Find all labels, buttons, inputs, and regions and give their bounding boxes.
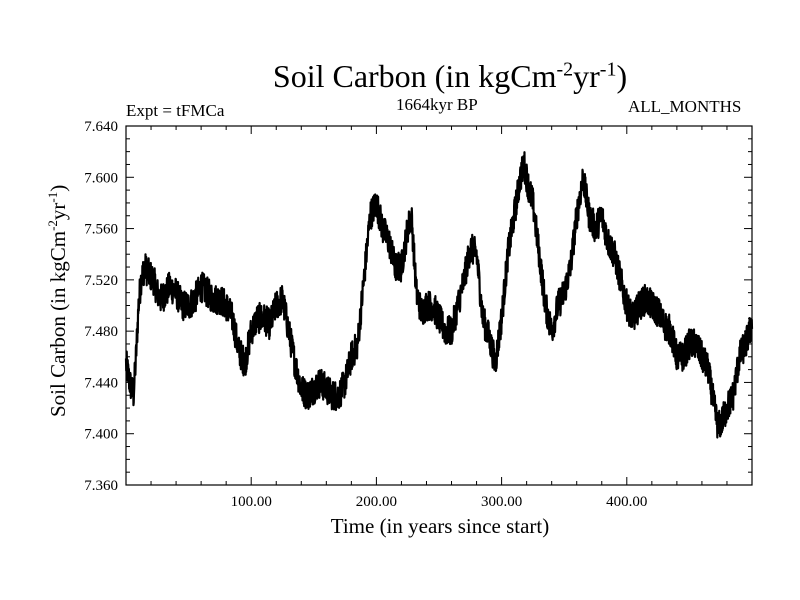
y-axis-label: Soil Carbon (in kgCm-2yr-1) <box>45 184 70 417</box>
x-tick-label: 100.00 <box>231 494 272 510</box>
series-line-soil-carbon <box>124 151 754 439</box>
y-tick-label: 7.480 <box>84 324 118 340</box>
y-tick-label: 7.440 <box>84 375 118 391</box>
y-tick-label: 7.360 <box>84 478 118 494</box>
y-tick-label: 7.640 <box>84 119 118 135</box>
x-tick-label: 300.00 <box>481 494 522 510</box>
x-tick-label: 400.00 <box>606 494 647 510</box>
months-label: ALL_MONTHS <box>628 97 742 116</box>
chart-title: Soil Carbon (in kgCm-2yr-1) <box>272 58 628 94</box>
y-tick-label: 7.400 <box>84 427 118 443</box>
period-label: 1664kyr BP <box>396 95 478 114</box>
y-tick-label: 7.520 <box>84 273 118 289</box>
y-tick-label: 7.600 <box>84 170 118 186</box>
experiment-label: Expt = tFMCa <box>126 101 225 120</box>
y-tick-label: 7.560 <box>84 222 118 238</box>
axis-ticks <box>126 125 752 486</box>
x-tick-labels: 100.00 200.00 300.00 400.00 <box>231 494 648 510</box>
x-axis-label: Time (in years since start) <box>330 514 550 538</box>
y-tick-labels: 7.360 7.400 7.440 7.480 7.520 7.560 7.600 7.640 <box>84 119 118 494</box>
x-tick-label: 200.00 <box>356 494 397 510</box>
plot-frame <box>125 125 753 486</box>
